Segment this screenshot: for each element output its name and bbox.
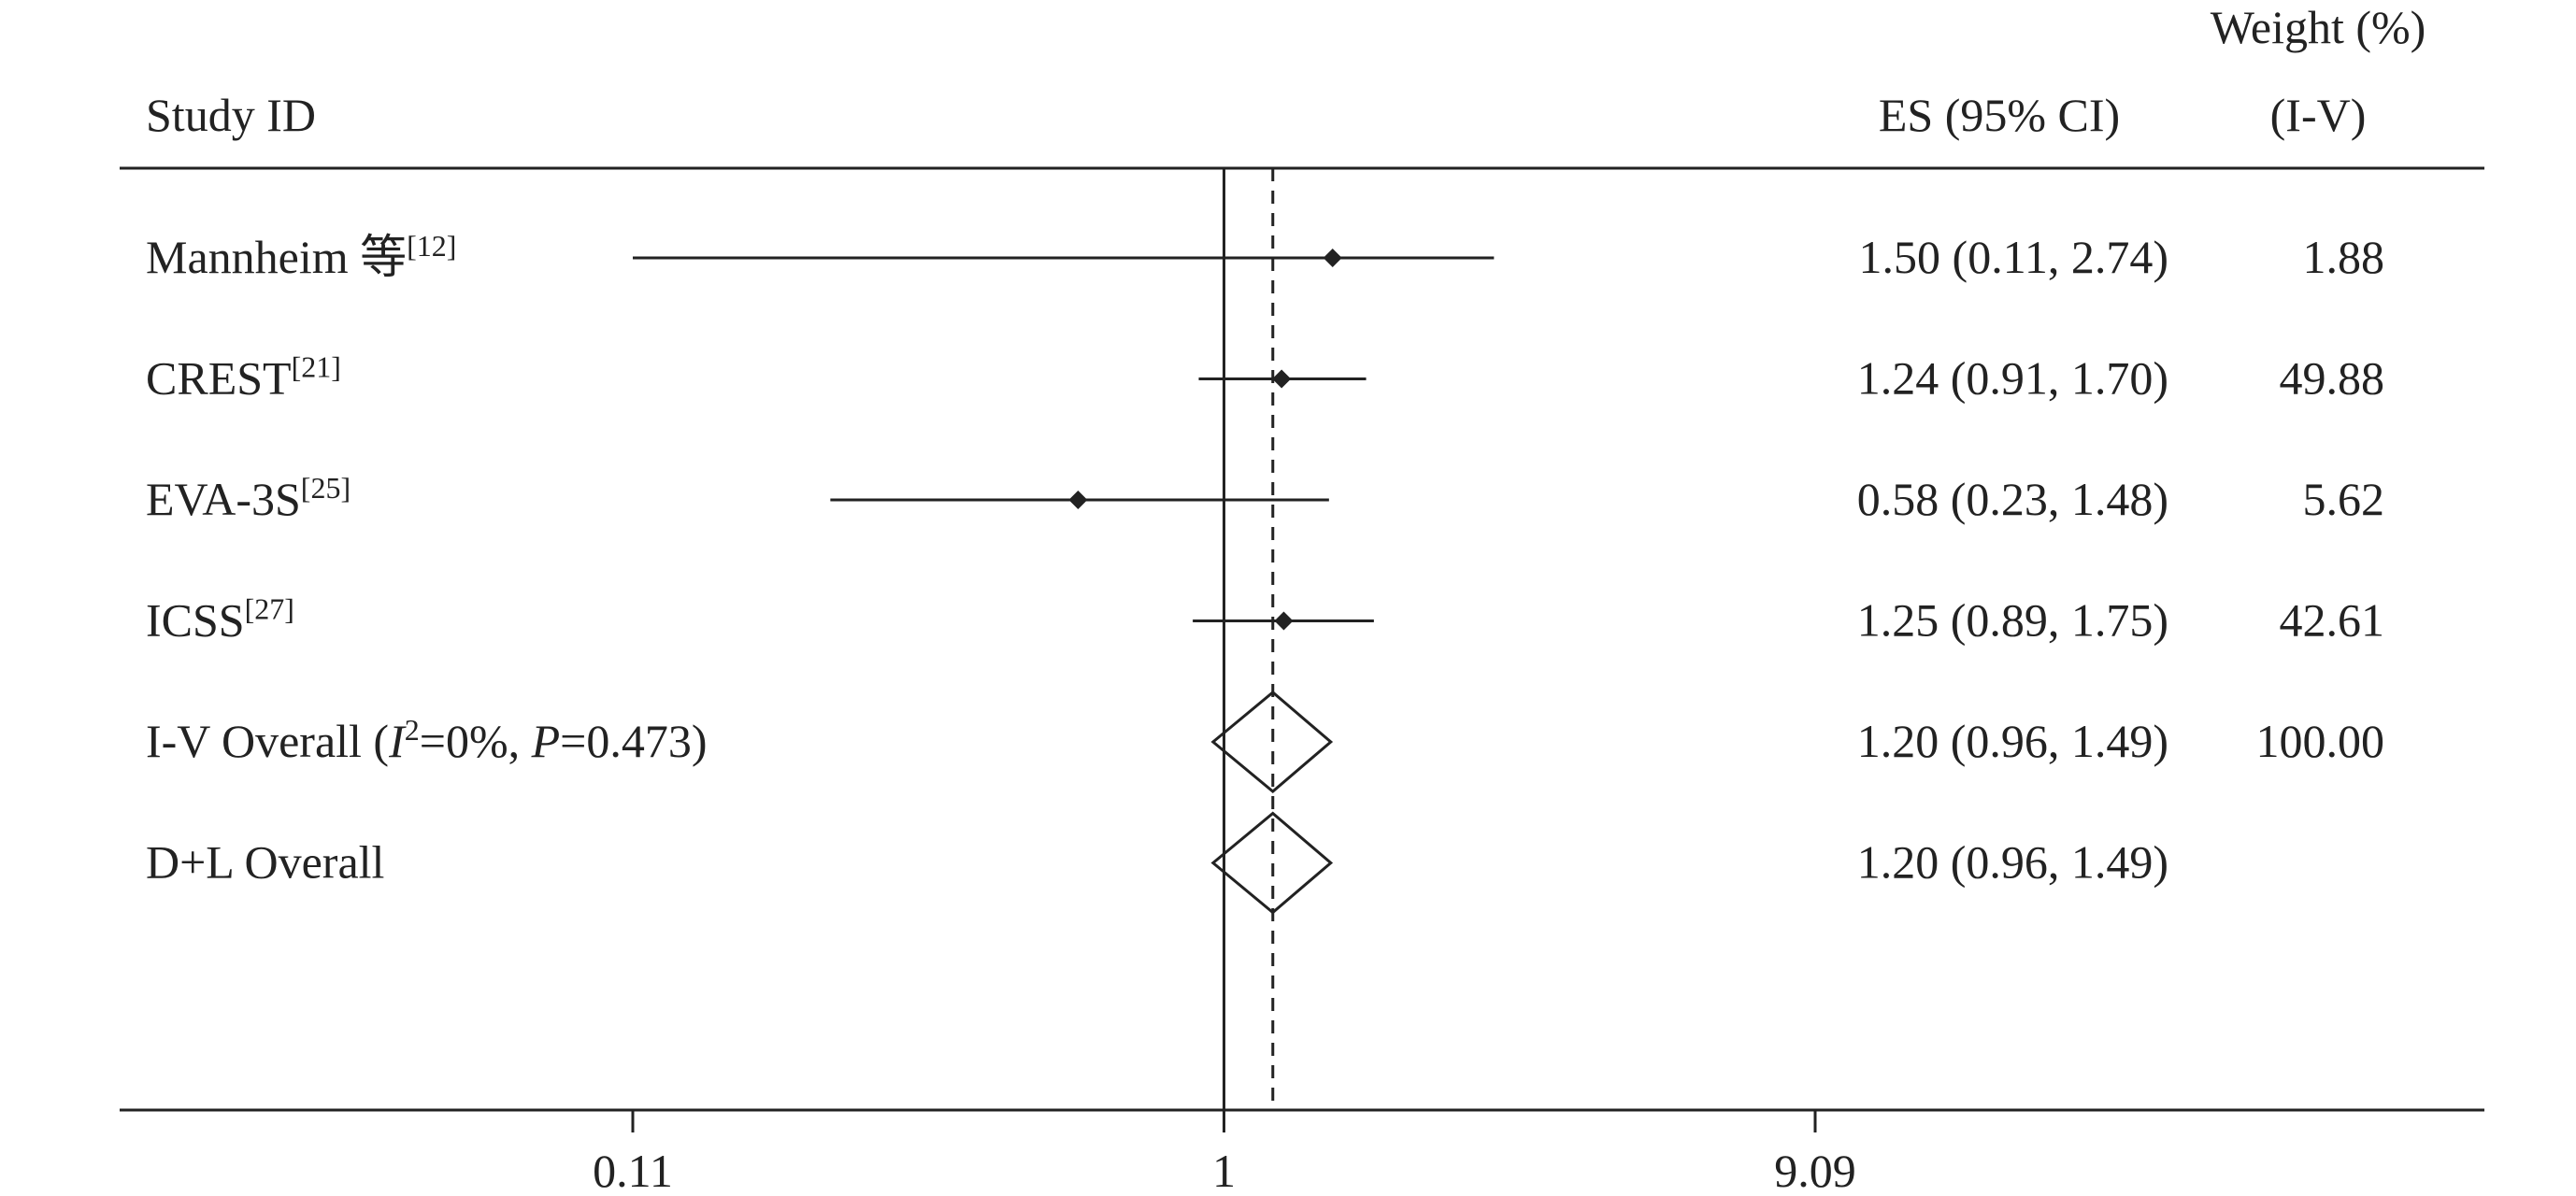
weight: 1.88 [2303, 231, 2385, 283]
label-part: =0%, [420, 715, 532, 767]
x-tick-label: 0.11 [593, 1145, 673, 1196]
overall-diamond [1210, 691, 1334, 793]
study-label: CREST[21] [146, 350, 341, 405]
point-estimate [1272, 369, 1292, 389]
label-part: CREST [146, 352, 292, 405]
label-part: Mannheim 等 [146, 231, 407, 283]
x-tick-label: 9.09 [1774, 1145, 1856, 1196]
weight-header: Weight (%) [2211, 1, 2426, 53]
study-label: EVA-3S[25] [146, 471, 351, 525]
x-tick-label: 1 [1212, 1145, 1236, 1196]
es-ci: 1.20 (0.96, 1.49) [1857, 836, 2168, 889]
es-ci: 1.24 (0.91, 1.70) [1857, 352, 2168, 405]
label-part: ICSS [146, 594, 245, 647]
point-estimate [1323, 249, 1342, 267]
weight: 5.62 [2303, 473, 2385, 525]
es-ci: 1.25 (0.89, 1.75) [1857, 594, 2168, 647]
study-label: Mannheim 等[12] [146, 229, 456, 283]
label-part: [12] [407, 229, 456, 263]
weight: 100.00 [2256, 715, 2385, 767]
study-header: Study ID [146, 89, 316, 141]
label-part: I [388, 715, 407, 767]
label-part: [21] [292, 350, 341, 384]
point-estimate [1274, 611, 1294, 631]
study-label: I-V Overall (I2=0%, P=0.473) [146, 713, 708, 767]
es-ci: 1.50 (0.11, 2.74) [1859, 231, 2168, 283]
study-label: ICSS[27] [146, 592, 294, 647]
es-header: ES (95% CI) [1879, 89, 2120, 141]
overall-diamond [1210, 811, 1334, 915]
es-ci: 1.20 (0.96, 1.49) [1857, 715, 2168, 767]
study-label: D+L Overall [146, 836, 384, 889]
point-estimate [1068, 491, 1088, 509]
weight-header: (I-V) [2270, 89, 2367, 141]
label-part: I-V Overall ( [146, 715, 389, 767]
weight: 42.61 [2280, 594, 2385, 647]
label-part: [25] [301, 471, 351, 505]
weight: 49.88 [2280, 352, 2385, 405]
es-ci: 0.58 (0.23, 1.48) [1857, 473, 2168, 525]
label-part: 2 [405, 713, 420, 747]
label-part: [27] [245, 592, 294, 626]
label-part: P [531, 715, 561, 767]
label-part: D+L Overall [146, 836, 384, 889]
label-part: =0.473) [560, 715, 707, 767]
label-part: EVA-3S [146, 473, 301, 525]
